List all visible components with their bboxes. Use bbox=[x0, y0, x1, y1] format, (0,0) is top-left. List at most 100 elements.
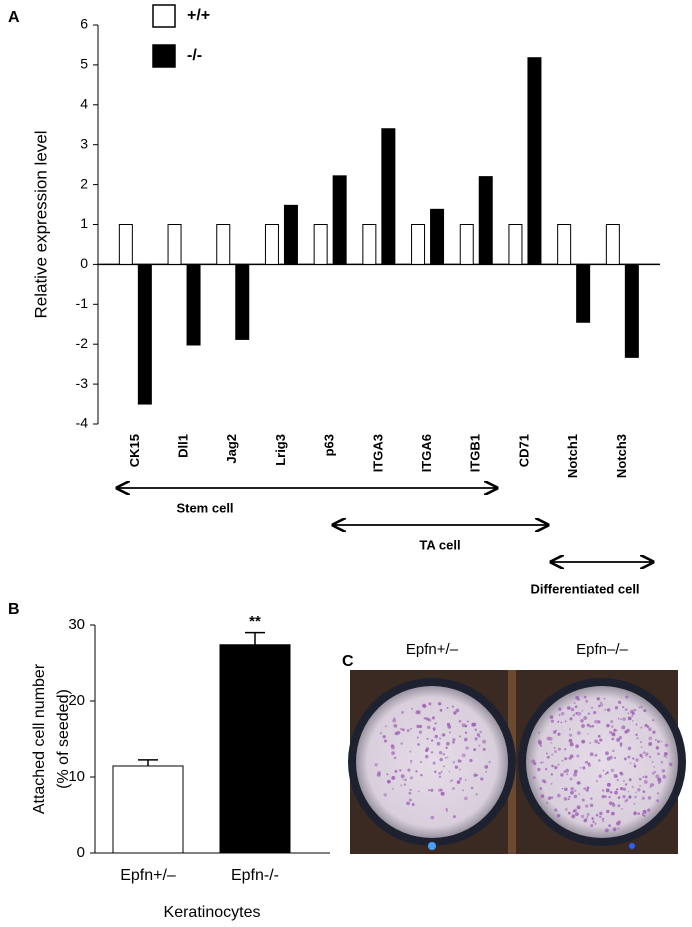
speckle bbox=[566, 706, 571, 710]
speckle bbox=[426, 737, 429, 740]
speckle bbox=[450, 779, 453, 783]
speckle bbox=[424, 754, 429, 759]
speckle bbox=[538, 740, 542, 745]
speckle bbox=[462, 789, 464, 792]
speckle bbox=[416, 724, 420, 729]
speckle bbox=[540, 761, 543, 764]
speckle bbox=[659, 780, 662, 783]
speckle bbox=[633, 764, 637, 768]
speckle bbox=[539, 744, 543, 747]
speckle bbox=[622, 706, 625, 709]
speckle bbox=[631, 785, 634, 789]
speckle bbox=[551, 764, 554, 768]
speckle bbox=[591, 817, 594, 820]
speckle bbox=[575, 744, 579, 749]
speckle bbox=[430, 751, 434, 754]
speckle bbox=[593, 711, 597, 715]
speckle bbox=[637, 788, 641, 792]
speckle bbox=[564, 808, 568, 811]
speckle bbox=[570, 790, 574, 795]
speckle bbox=[616, 778, 620, 782]
y-tick-label: 4 bbox=[80, 96, 88, 112]
speckle bbox=[595, 779, 599, 783]
speckle bbox=[432, 727, 436, 731]
speckle bbox=[590, 824, 594, 828]
y-tick-label: 3 bbox=[80, 135, 88, 151]
speckle bbox=[571, 814, 576, 819]
speckle bbox=[612, 827, 617, 832]
speckle bbox=[426, 717, 430, 721]
x-tick-label: ITGA3 bbox=[370, 434, 385, 472]
speckle bbox=[415, 710, 418, 713]
speckle bbox=[612, 749, 615, 753]
speckle bbox=[417, 743, 420, 746]
speckle bbox=[619, 742, 623, 746]
speckle bbox=[393, 723, 398, 728]
speckle bbox=[598, 704, 601, 708]
speckle bbox=[635, 733, 638, 736]
speckle bbox=[425, 748, 429, 753]
speckle bbox=[541, 779, 546, 783]
speckle bbox=[627, 790, 630, 793]
speckle bbox=[568, 733, 573, 737]
bar bbox=[576, 263, 591, 323]
speckle bbox=[556, 813, 561, 818]
speckle bbox=[451, 705, 454, 708]
speckle bbox=[390, 745, 395, 750]
speckle bbox=[400, 742, 403, 745]
y-tick-label: 6 bbox=[80, 16, 88, 32]
speckle bbox=[421, 703, 426, 708]
speckle bbox=[669, 762, 673, 767]
legend-swatch bbox=[152, 4, 176, 28]
speckle bbox=[614, 706, 619, 710]
speckle bbox=[567, 798, 570, 801]
speckle bbox=[619, 744, 623, 747]
speckle bbox=[553, 730, 557, 734]
bar bbox=[137, 263, 152, 405]
speckle bbox=[631, 715, 634, 717]
y-axis-label: Relative expression level bbox=[31, 130, 50, 318]
speckle bbox=[614, 756, 617, 759]
speckle bbox=[611, 732, 616, 736]
speckle bbox=[585, 804, 589, 808]
speckle bbox=[627, 712, 630, 715]
speckle bbox=[624, 730, 628, 734]
speckle bbox=[589, 725, 593, 728]
speckle bbox=[557, 747, 561, 751]
speckle bbox=[581, 724, 585, 728]
speckle bbox=[613, 774, 618, 779]
speckle bbox=[393, 756, 397, 760]
speckle bbox=[599, 815, 602, 819]
speckle bbox=[625, 695, 629, 699]
y-tick-label: 0 bbox=[77, 844, 85, 861]
speckle bbox=[470, 786, 474, 790]
speckle bbox=[610, 720, 614, 724]
speckle bbox=[583, 695, 587, 699]
speckle bbox=[440, 770, 443, 773]
speckle bbox=[580, 719, 584, 723]
y-tick-label: -4 bbox=[76, 415, 89, 431]
x-tick-label: Dll1 bbox=[175, 434, 190, 458]
bar bbox=[235, 263, 250, 340]
speckle bbox=[438, 775, 442, 778]
speckle bbox=[620, 787, 624, 791]
speckle bbox=[464, 796, 468, 801]
speckle bbox=[564, 720, 567, 723]
speckle bbox=[553, 750, 557, 753]
speckle bbox=[440, 791, 445, 796]
speckle bbox=[558, 714, 561, 716]
speckle bbox=[604, 708, 607, 711]
speckle bbox=[531, 759, 536, 764]
legend-label: -/- bbox=[187, 47, 202, 64]
speckle bbox=[399, 769, 402, 772]
speckle bbox=[606, 809, 610, 814]
speckle bbox=[576, 731, 581, 735]
speckle bbox=[654, 739, 657, 741]
x-tick-label: CK15 bbox=[127, 434, 142, 467]
speckle bbox=[606, 771, 609, 774]
legend-label: +/+ bbox=[187, 7, 210, 24]
speckle bbox=[569, 717, 573, 721]
speckle bbox=[624, 783, 628, 786]
speckle bbox=[587, 762, 591, 766]
